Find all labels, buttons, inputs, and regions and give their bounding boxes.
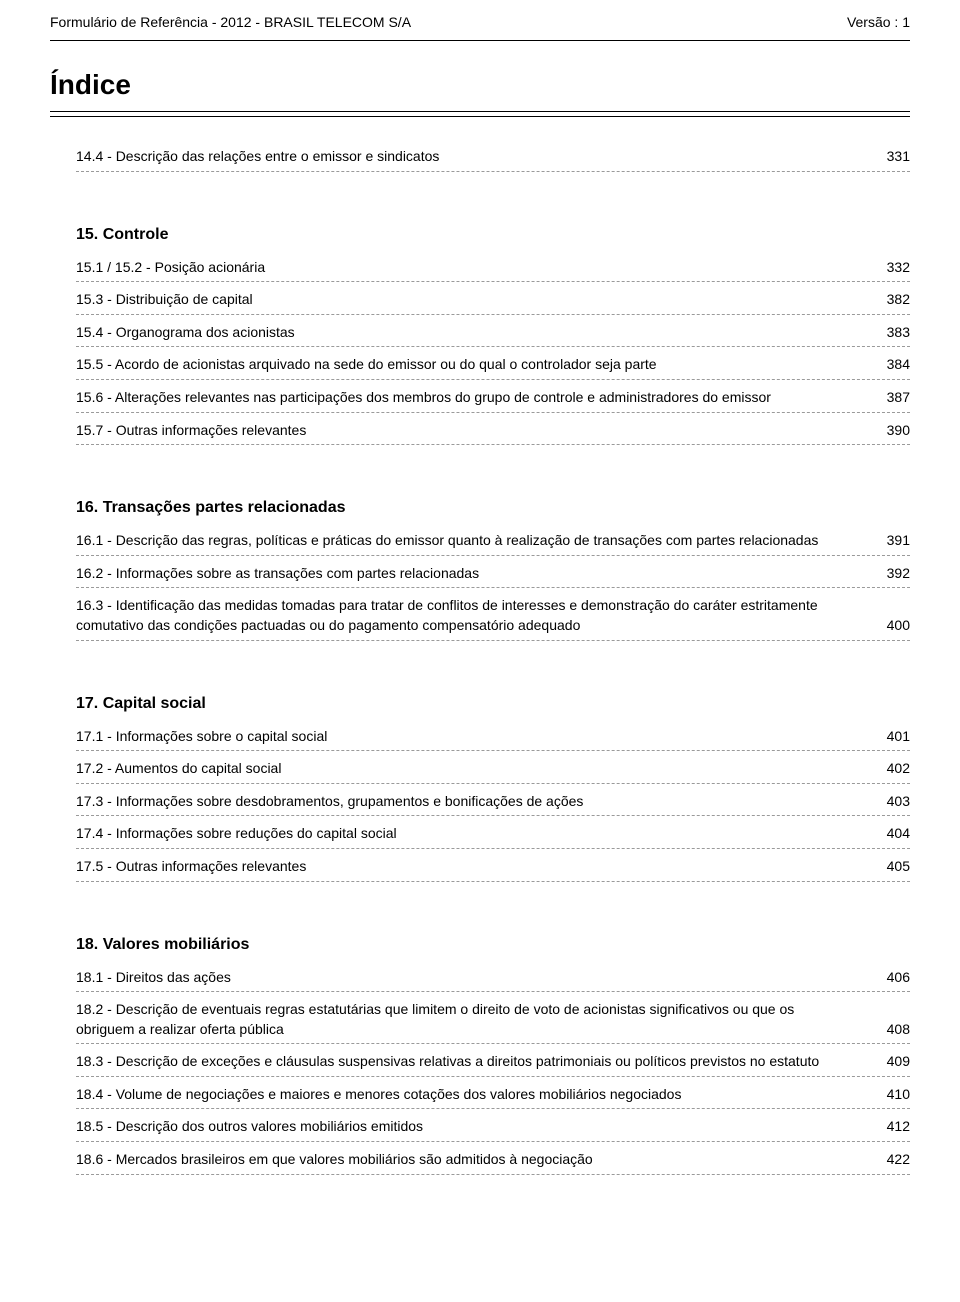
toc-row: 16.1 - Descrição das regras, políticas e… (76, 531, 910, 556)
toc-row: 17.5 - Outras informações relevantes 405 (76, 857, 910, 882)
title-double-rule (50, 111, 910, 117)
toc-page-number: 392 (875, 564, 910, 584)
toc-row: 15.6 - Alterações relevantes nas partici… (76, 388, 910, 413)
toc-list: 16.1 - Descrição das regras, políticas e… (50, 531, 910, 640)
toc-page-number: 383 (875, 323, 910, 343)
toc-row: 16.3 - Identificação das medidas tomadas… (76, 596, 910, 640)
toc-page-number: 384 (875, 355, 910, 375)
section-heading: 17. Capital social (50, 695, 910, 713)
toc-page-number: 331 (875, 147, 910, 167)
toc-label: 18.1 - Direitos das ações (76, 968, 231, 988)
toc-page-number: 402 (875, 759, 910, 779)
toc-row: 15.4 - Organograma dos acionistas 383 (76, 323, 910, 348)
toc-row: 14.4 - Descrição das relações entre o em… (76, 147, 910, 172)
toc-page-number: 409 (875, 1052, 910, 1072)
toc-page-number: 422 (875, 1150, 910, 1170)
toc-section: 14.4 - Descrição das relações entre o em… (50, 147, 910, 172)
toc-label: 17.1 - Informações sobre o capital socia… (76, 727, 327, 747)
toc-page-number: 406 (875, 968, 910, 988)
toc-section: 16. Transações partes relacionadas 16.1 -… (50, 499, 910, 640)
toc-label: 17.5 - Outras informações relevantes (76, 857, 306, 877)
toc-label: 17.4 - Informações sobre reduções do cap… (76, 824, 397, 844)
toc-label: 15.3 - Distribuição de capital (76, 290, 253, 310)
toc-label: 14.4 - Descrição das relações entre o em… (76, 147, 439, 167)
section-heading: 16. Transações partes relacionadas (50, 499, 910, 517)
toc-label: 15.4 - Organograma dos acionistas (76, 323, 295, 343)
toc-page-number: 387 (875, 388, 910, 408)
table-of-contents: 14.4 - Descrição das relações entre o em… (50, 147, 910, 1175)
toc-label: 17.2 - Aumentos do capital social (76, 759, 281, 779)
toc-label: 15.7 - Outras informações relevantes (76, 421, 306, 441)
toc-label: 15.1 / 15.2 - Posição acionária (76, 258, 265, 278)
toc-row: 15.7 - Outras informações relevantes 390 (76, 421, 910, 446)
section-heading: 18. Valores mobiliários (50, 936, 910, 954)
toc-list: 14.4 - Descrição das relações entre o em… (50, 147, 910, 172)
content: Índice 14.4 - Descrição das relações ent… (0, 41, 960, 1175)
toc-list: 15.1 / 15.2 - Posição acionária 332 15.3 -… (50, 258, 910, 446)
toc-page-number: 408 (875, 1020, 910, 1040)
toc-row: 17.4 - Informações sobre reduções do cap… (76, 824, 910, 849)
toc-row: 18.1 - Direitos das ações 406 (76, 968, 910, 993)
toc-label: 18.4 - Volume de negociações e maiores e… (76, 1085, 681, 1105)
toc-row: 15.3 - Distribuição de capital 382 (76, 290, 910, 315)
toc-label: 18.5 - Descrição dos outros valores mobi… (76, 1117, 423, 1137)
toc-page-number: 404 (875, 824, 910, 844)
toc-section: 15. Controle 15.1 / 15.2 - Posição acioná… (50, 226, 910, 446)
toc-row: 18.4 - Volume de negociações e maiores e… (76, 1085, 910, 1110)
toc-label: 15.5 - Acordo de acionistas arquivado na… (76, 355, 657, 375)
toc-section: 18. Valores mobiliários 18.1 - Direitos d… (50, 936, 910, 1175)
section-heading: 15. Controle (50, 226, 910, 244)
toc-section: 17. Capital social 17.1 - Informações sob… (50, 695, 910, 882)
toc-row: 15.1 / 15.2 - Posição acionária 332 (76, 258, 910, 283)
toc-row: 18.2 - Descrição de eventuais regras est… (76, 1000, 910, 1044)
toc-page-number: 391 (875, 531, 910, 551)
toc-list: 18.1 - Direitos das ações 406 18.2 - Descr… (50, 968, 910, 1175)
toc-page-number: 332 (875, 258, 910, 278)
toc-page-number: 410 (875, 1085, 910, 1105)
toc-page-number: 401 (875, 727, 910, 747)
toc-label: 18.3 - Descrição de exceções e cláusulas… (76, 1052, 819, 1072)
toc-row: 17.2 - Aumentos do capital social 402 (76, 759, 910, 784)
header-right: Versão : 1 (847, 14, 910, 30)
page-header: Formulário de Referência - 2012 - BRASIL… (0, 0, 960, 36)
toc-label: 18.2 - Descrição de eventuais regras est… (76, 1000, 856, 1039)
toc-page-number: 405 (875, 857, 910, 877)
index-title: Índice (50, 69, 910, 101)
toc-row: 18.6 - Mercados brasileiros em que valor… (76, 1150, 910, 1175)
toc-label: 16.1 - Descrição das regras, políticas e… (76, 531, 818, 551)
toc-row: 18.3 - Descrição de exceções e cláusulas… (76, 1052, 910, 1077)
toc-page-number: 400 (875, 616, 910, 636)
header-left: Formulário de Referência - 2012 - BRASIL… (50, 14, 411, 30)
toc-page-number: 390 (875, 421, 910, 441)
toc-row: 17.3 - Informações sobre desdobramentos,… (76, 792, 910, 817)
toc-label: 17.3 - Informações sobre desdobramentos,… (76, 792, 583, 812)
toc-row: 16.2 - Informações sobre as transações c… (76, 564, 910, 589)
toc-list: 17.1 - Informações sobre o capital socia… (50, 727, 910, 882)
toc-row: 17.1 - Informações sobre o capital socia… (76, 727, 910, 752)
toc-label: 18.6 - Mercados brasileiros em que valor… (76, 1150, 593, 1170)
toc-row: 18.5 - Descrição dos outros valores mobi… (76, 1117, 910, 1142)
toc-label: 16.2 - Informações sobre as transações c… (76, 564, 479, 584)
toc-label: 15.6 - Alterações relevantes nas partici… (76, 388, 771, 408)
toc-page-number: 382 (875, 290, 910, 310)
toc-page-number: 403 (875, 792, 910, 812)
toc-label: 16.3 - Identificação das medidas tomadas… (76, 596, 856, 635)
toc-row: 15.5 - Acordo de acionistas arquivado na… (76, 355, 910, 380)
toc-page-number: 412 (875, 1117, 910, 1137)
